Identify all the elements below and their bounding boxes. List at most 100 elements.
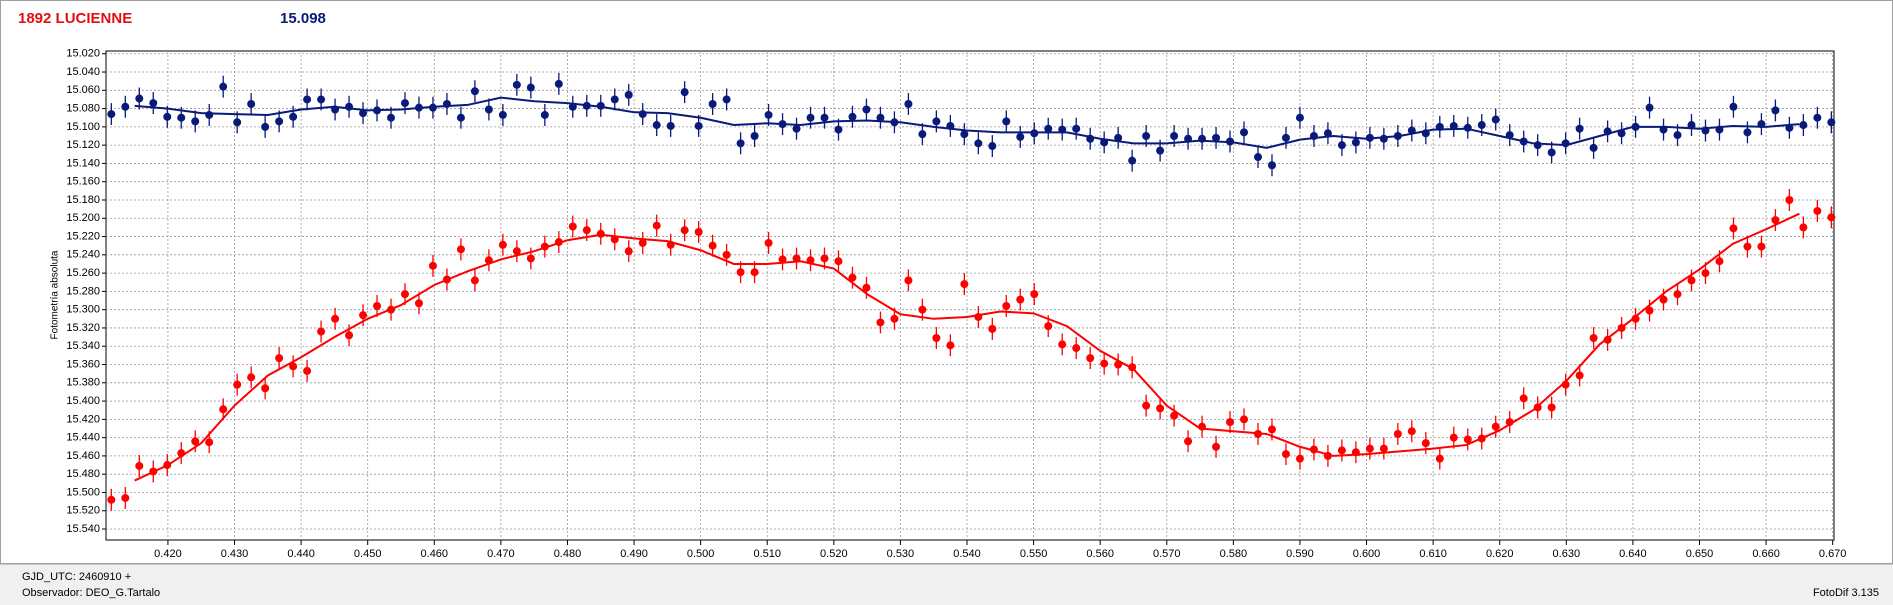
data-point [540,110,549,119]
data-point [862,105,871,114]
data-point [932,334,941,343]
data-point [806,113,815,122]
data-point [303,95,312,104]
x-tick-label: 0.470 [487,548,515,560]
y-tick-label: 15.100 [66,121,100,133]
data-point [1156,146,1165,155]
software-label: FotoDif 3.135 [1812,587,1879,599]
y-tick-label: 15.460 [66,450,100,462]
y-tick-label: 15.040 [66,66,100,78]
data-point [400,99,409,108]
data-point [512,80,521,89]
data-point [1142,132,1151,141]
data-point [1002,117,1011,126]
data-point [918,130,927,139]
data-point [1254,153,1262,162]
data-point [1295,454,1304,463]
data-point [1407,427,1416,436]
y-tick-label: 15.440 [66,432,100,444]
data-point [904,100,913,109]
y-tick-label: 15.280 [66,285,100,297]
data-point [233,118,242,127]
data-point [638,110,647,119]
data-point [1813,113,1822,122]
data-point [1267,161,1276,170]
y-tick-label: 15.120 [66,139,100,151]
data-point [946,341,955,350]
data-point [247,100,256,109]
y-tick-label: 15.060 [66,84,100,96]
data-point [610,95,619,104]
data-point [484,105,493,114]
x-tick-label: 0.620 [1486,548,1514,560]
data-point [1100,359,1109,368]
y-tick-label: 15.140 [66,157,100,169]
data-point [736,139,745,148]
x-tick-label: 0.450 [354,548,382,560]
data-point [1533,141,1542,150]
data-point [736,268,745,277]
data-point [876,318,885,327]
x-tick-label: 0.670 [1819,548,1847,560]
data-point [121,102,130,111]
x-tick-label: 0.530 [887,548,915,560]
data-point [666,121,675,130]
data-point [1575,124,1584,133]
data-point [107,110,116,119]
data-point [1226,418,1235,427]
y-tick-label: 15.320 [66,322,100,334]
data-point [428,261,437,270]
x-tick-label: 0.510 [753,548,781,560]
data-point [624,90,633,99]
data-point [904,276,913,285]
x-tick-label: 0.540 [953,548,981,560]
x-tick-label: 0.650 [1686,548,1714,560]
data-point [750,132,759,141]
data-point [1435,454,1444,463]
data-point [205,438,214,447]
x-tick-label: 0.560 [1086,548,1114,560]
data-point [1561,139,1570,148]
data-point [820,254,829,263]
status-bar: GJD_UTC: 2460910 + Observador: DEO_G.Tar… [0,564,1893,605]
x-tick-label: 0.590 [1286,548,1314,560]
data-point [1058,340,1067,349]
data-point [1491,422,1500,431]
data-point [960,130,969,139]
y-tick-label: 15.540 [66,523,100,535]
data-point [1547,148,1556,157]
data-point [1645,306,1654,315]
x-tick-label: 0.570 [1153,548,1181,560]
data-point [680,88,689,97]
data-point [289,112,298,121]
data-point [400,290,409,299]
data-point [1589,143,1598,152]
y-tick-label: 15.480 [66,468,100,480]
data-point [1799,121,1808,130]
x-tick-label: 0.460 [421,548,449,560]
data-point [1086,354,1095,363]
data-point [1267,425,1276,434]
data-point [750,268,759,277]
data-point [512,247,521,256]
data-point [135,461,144,470]
data-point [1715,257,1724,266]
data-point [233,380,242,389]
data-point [652,121,661,130]
data-point [261,122,270,131]
data-point [1729,102,1738,111]
chart: 1892 LUCIENNE 15.098 Fotometría absoluta… [18,10,1847,560]
data-point [862,283,871,292]
fit-line [134,96,1800,149]
data-point [848,273,857,282]
data-point [1659,295,1668,304]
gjd-label: GJD_UTC: 2460910 + [22,571,132,583]
data-point [708,100,717,109]
data-point [1813,206,1822,215]
data-point [275,117,284,126]
y-tick-label: 15.300 [66,304,100,316]
data-point [1771,106,1780,115]
data-point [820,113,829,122]
data-point [722,95,731,104]
y-tick-label: 15.420 [66,413,100,425]
